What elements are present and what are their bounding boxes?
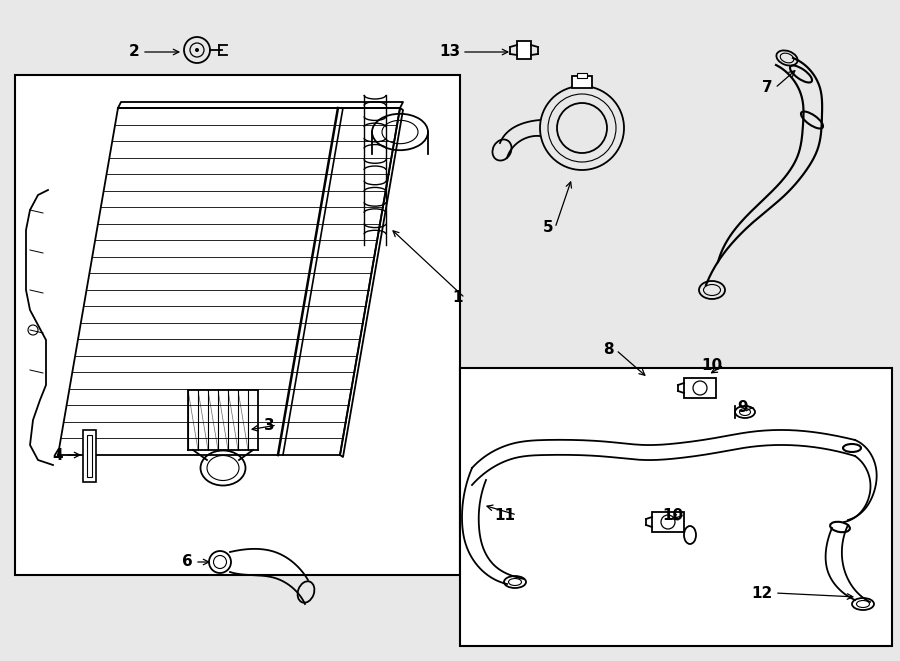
Text: 6: 6 bbox=[182, 555, 193, 570]
Text: 4: 4 bbox=[52, 447, 63, 463]
Text: 2: 2 bbox=[130, 44, 140, 59]
Circle shape bbox=[195, 48, 199, 52]
Text: 3: 3 bbox=[265, 418, 275, 432]
Bar bbox=[577, 73, 587, 78]
Text: 7: 7 bbox=[762, 81, 773, 95]
Bar bbox=[572, 76, 592, 88]
Text: 5: 5 bbox=[543, 221, 553, 235]
Text: 11: 11 bbox=[494, 508, 515, 522]
Bar bbox=[652, 512, 684, 532]
Bar bbox=[83, 430, 96, 482]
Bar bbox=[517, 41, 531, 59]
Text: 13: 13 bbox=[439, 44, 460, 59]
Text: 8: 8 bbox=[603, 342, 614, 358]
Bar bbox=[15, 75, 460, 575]
Bar bbox=[87, 435, 92, 477]
Text: 12: 12 bbox=[752, 586, 773, 600]
Text: 1: 1 bbox=[453, 290, 463, 305]
Text: 9: 9 bbox=[737, 401, 748, 416]
Text: 10: 10 bbox=[662, 508, 683, 522]
Bar bbox=[684, 378, 716, 398]
Bar bbox=[460, 368, 892, 646]
Text: 10: 10 bbox=[701, 358, 722, 373]
